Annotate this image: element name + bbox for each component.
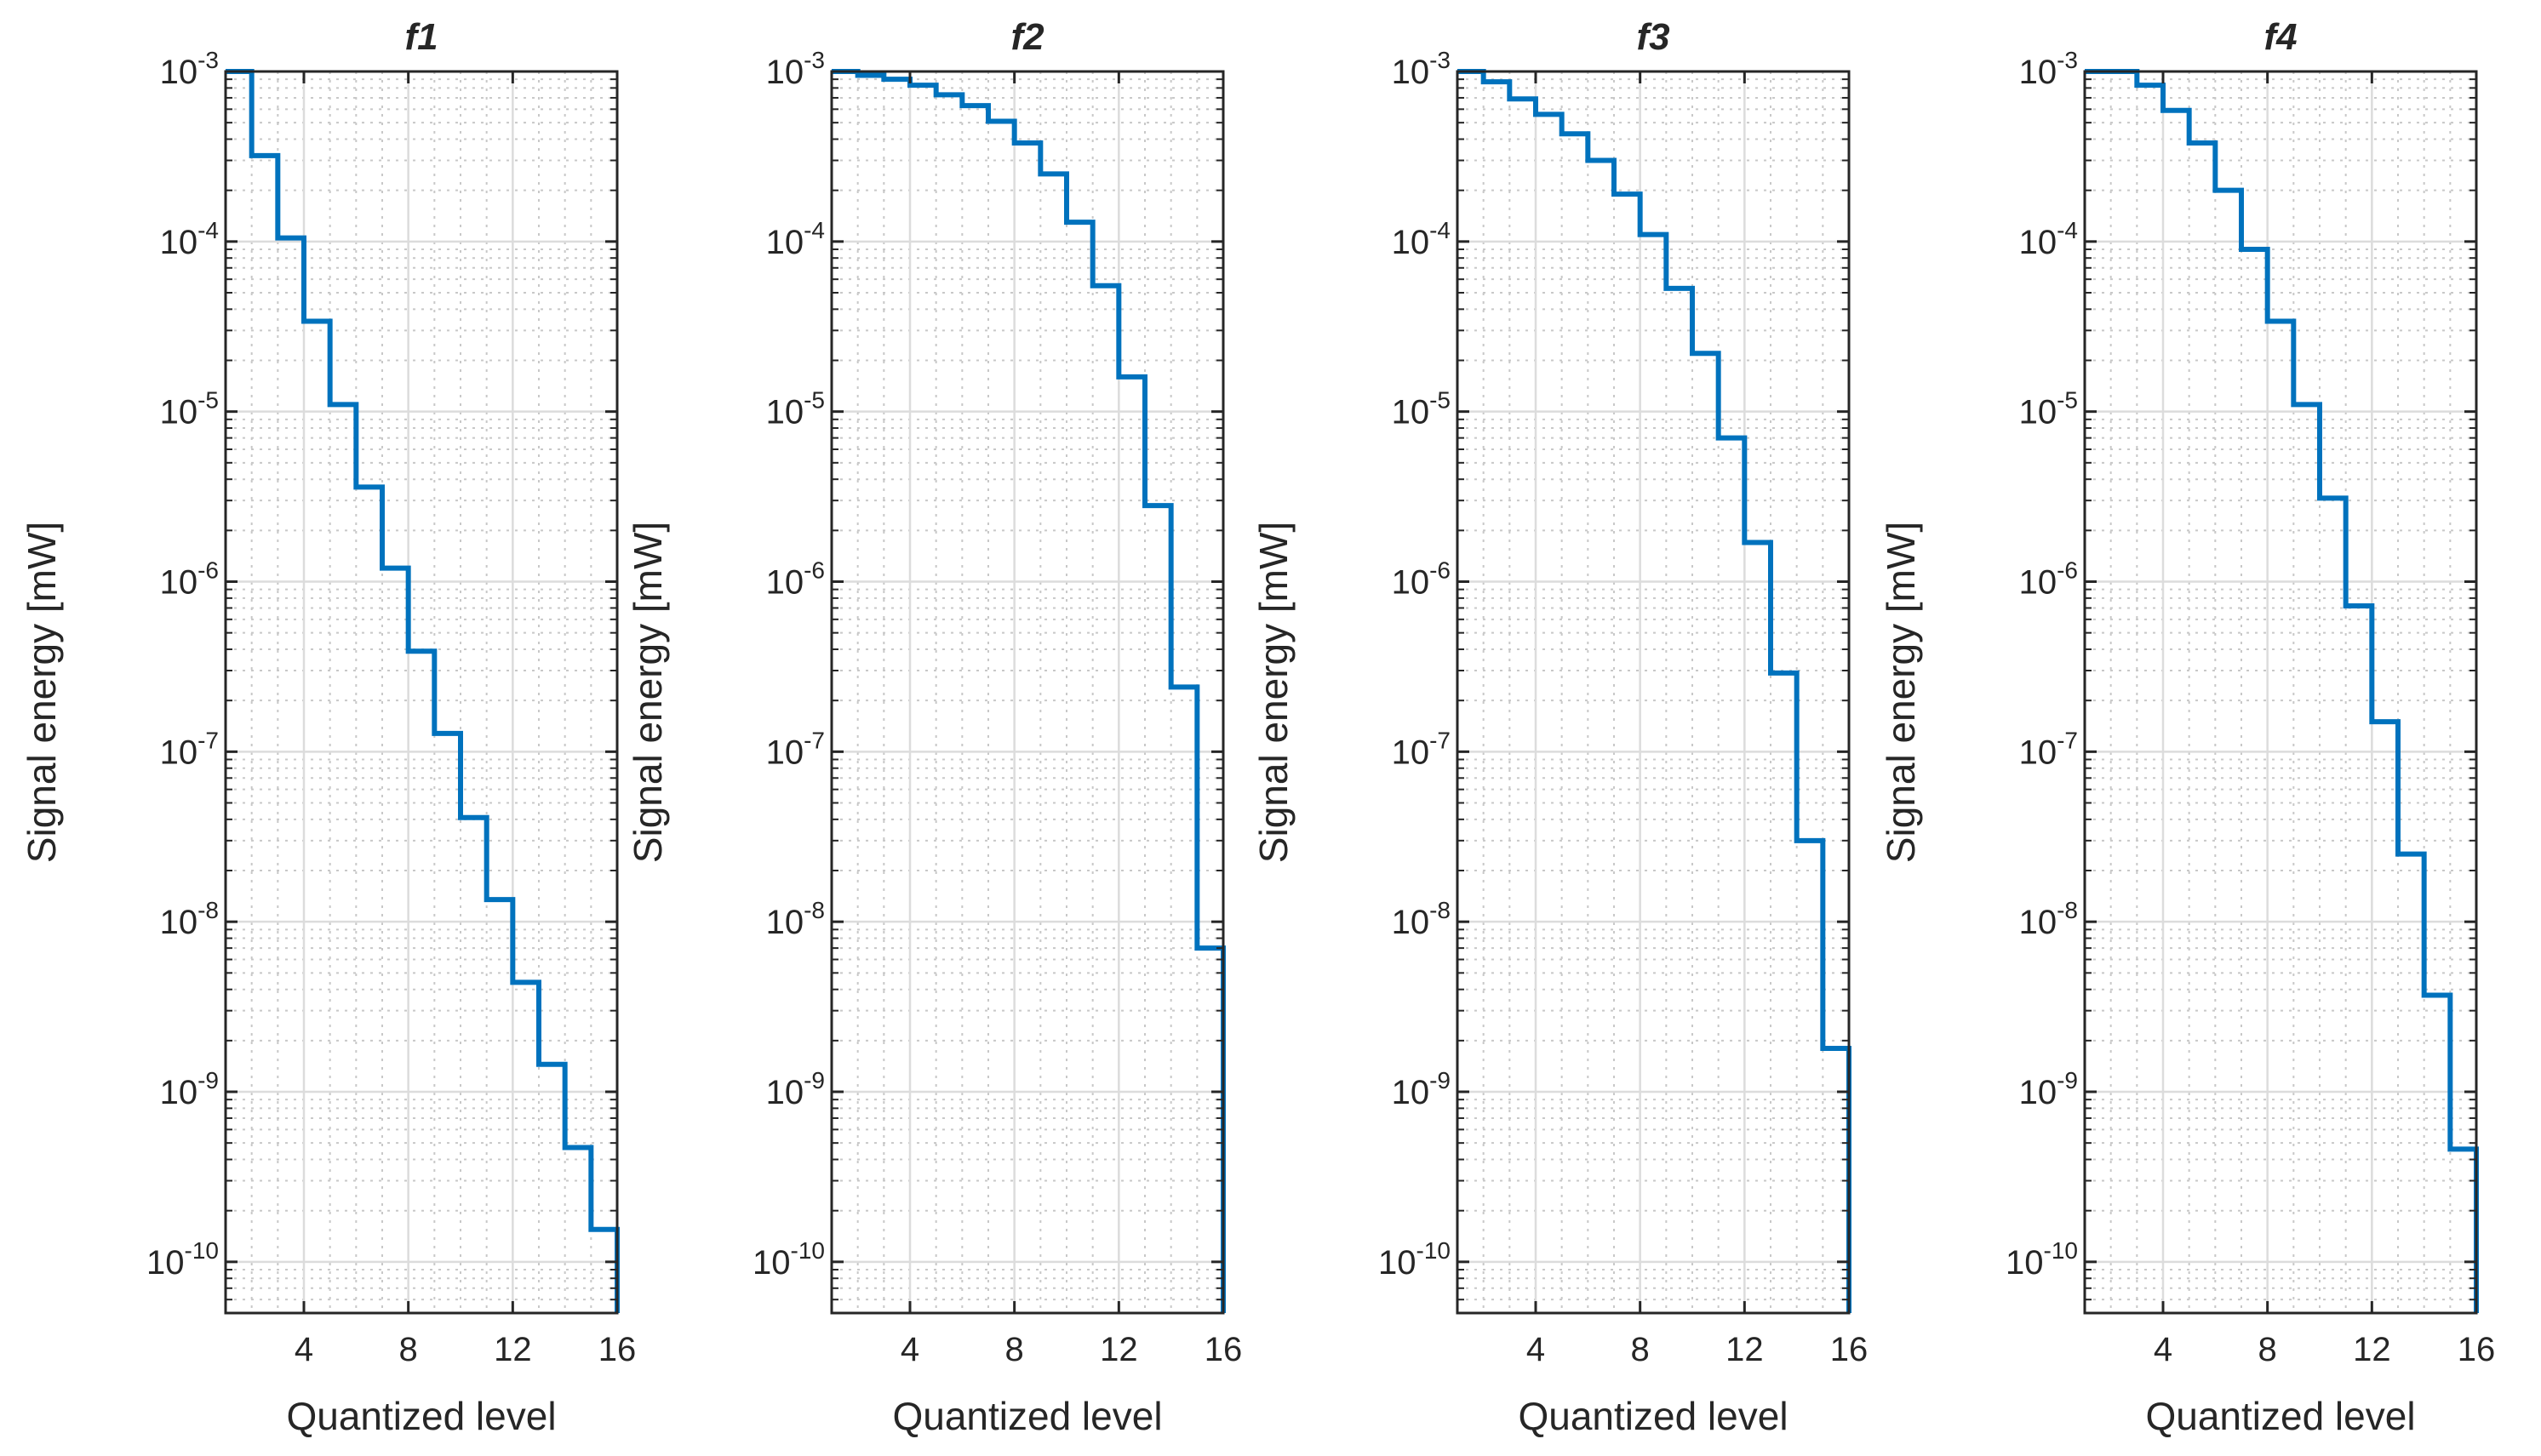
y-tick-label: 10-9 (1392, 1067, 1451, 1111)
axes-box (1456, 70, 1851, 1315)
x-axis-label: Quantized level (1518, 1394, 1788, 1438)
ticks (1457, 70, 1851, 1313)
panel-title: f4 (2263, 16, 2297, 58)
y-tick-label: 10-4 (2019, 217, 2078, 261)
y-tick-label: 10-8 (1392, 897, 1451, 941)
y-tick-label: 10-9 (160, 1067, 219, 1111)
y-tick-label: 10-5 (766, 387, 825, 431)
y-tick-label: 10-3 (160, 47, 219, 91)
y-tick-label: 10-5 (1392, 387, 1451, 431)
y-axis-label: Signal energy [mW] (20, 522, 64, 863)
ticks (226, 70, 619, 1313)
grid (1456, 70, 1851, 1313)
y-tick-label: 10-8 (766, 897, 825, 941)
y-tick-label: 10-7 (766, 727, 825, 771)
data-series-line (226, 69, 620, 1313)
plot-area (226, 71, 617, 1313)
y-tick-label: 10-6 (160, 557, 219, 602)
x-tick-label: 16 (598, 1331, 637, 1368)
x-tick-label: 12 (494, 1331, 532, 1368)
grid (831, 70, 1225, 1313)
y-tick-label: 10-7 (160, 727, 219, 771)
y-tick-label: 10-4 (766, 217, 825, 261)
data-series-line (2085, 69, 2479, 1313)
x-tick-label: 8 (399, 1331, 418, 1368)
x-tick-label: 16 (1205, 1331, 1243, 1368)
x-tick-label: 16 (2458, 1331, 2496, 1368)
plot-area (2085, 71, 2476, 1313)
x-axis-label: Quantized level (2145, 1394, 2415, 1438)
grid (2084, 70, 2478, 1313)
panel-title: f3 (1636, 16, 1669, 58)
x-tick-label: 16 (1830, 1331, 1869, 1368)
y-tick-label: 10-3 (2019, 47, 2078, 91)
y-axis-label: Signal energy [mW] (1879, 522, 1923, 863)
y-tick-label: 10-10 (753, 1237, 825, 1282)
axes-box (224, 70, 619, 1315)
y-tick-label: 10-5 (2019, 387, 2078, 431)
panel-f1: 4 8 12 16 10-10 10-9 10-8 10-7 10-6 10-5 10-4 10-3 f… (20, 16, 636, 1438)
y-tick-label: 10-9 (2019, 1067, 2078, 1111)
x-tick-label: 8 (2258, 1331, 2277, 1368)
data-series-line (1457, 69, 1851, 1313)
y-tick-label: 10-10 (2006, 1237, 2078, 1282)
y-tick-label: 10-8 (160, 897, 219, 941)
y-tick-label: 10-10 (146, 1237, 219, 1282)
x-tick-label: 4 (2154, 1331, 2172, 1368)
panel-title: f2 (1010, 16, 1044, 58)
y-axis-label: Signal energy [mW] (1251, 522, 1296, 863)
y-tick-label: 10-9 (766, 1067, 825, 1111)
axes-box (2083, 70, 2478, 1315)
grid (225, 70, 619, 1313)
y-tick-label: 10-6 (766, 557, 825, 602)
ticks (2085, 70, 2478, 1313)
y-tick-label: 10-7 (1392, 727, 1451, 771)
panel-f4: 4 8 12 16 10-10 10-9 10-8 10-7 10-6 10-5 10-4 10-3 f… (1879, 16, 2495, 1438)
axes-box (830, 70, 1225, 1315)
x-tick-label: 12 (1100, 1331, 1138, 1368)
y-tick-label: 10-3 (1392, 47, 1451, 91)
x-tick-label: 12 (2353, 1331, 2391, 1368)
panel-title: f1 (404, 16, 438, 58)
plot-area (832, 71, 1223, 1313)
y-tick-label: 10-7 (2019, 727, 2078, 771)
x-tick-label: 8 (1005, 1331, 1024, 1368)
y-tick-label: 10-4 (160, 217, 219, 261)
y-axis-label: Signal energy [mW] (626, 522, 670, 863)
x-tick-label: 12 (1725, 1331, 1764, 1368)
y-tick-label: 10-6 (1392, 557, 1451, 602)
panel-f3: 4 8 12 16 10-10 10-9 10-8 10-7 10-6 10-5 10-4 10-3 f… (1251, 16, 1868, 1438)
y-tick-label: 10-10 (1378, 1237, 1451, 1282)
y-tick-label: 10-5 (160, 387, 219, 431)
panel-f2: 4 8 12 16 10-10 10-9 10-8 10-7 10-6 10-5 10-4 10-3 f… (626, 16, 1242, 1438)
y-tick-label: 10-8 (2019, 897, 2078, 941)
x-tick-label: 4 (295, 1331, 313, 1368)
plot-area (1457, 71, 1849, 1313)
y-tick-label: 10-3 (766, 47, 825, 91)
x-axis-label: Quantized level (286, 1394, 556, 1438)
x-tick-label: 4 (901, 1331, 919, 1368)
x-tick-label: 8 (1631, 1331, 1650, 1368)
x-tick-label: 4 (1526, 1331, 1545, 1368)
x-axis-label: Quantized level (892, 1394, 1162, 1438)
y-tick-label: 10-6 (2019, 557, 2078, 602)
ticks (832, 70, 1225, 1313)
y-tick-label: 10-4 (1392, 217, 1451, 261)
